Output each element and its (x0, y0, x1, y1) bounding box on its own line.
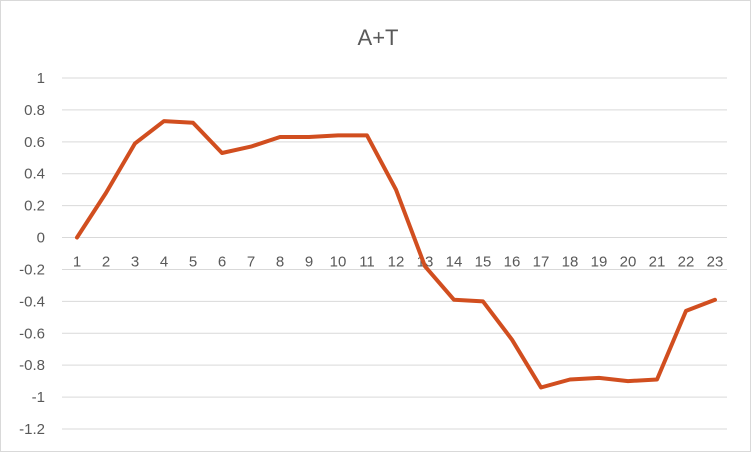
y-tick-label: -1 (32, 389, 45, 406)
x-tick-label: 12 (388, 254, 405, 271)
x-tick-label: 10 (330, 254, 347, 271)
x-tick-label: 1 (73, 254, 81, 271)
y-axis-ticks: 1 0.8 0.6 0.4 0.2 0 -0.2 -0.4 -0.6 -0.8 -1 -1.2 (19, 70, 45, 438)
x-tick-label: 9 (305, 254, 313, 271)
x-tick-label: 6 (218, 254, 226, 271)
x-tick-label: 8 (276, 254, 284, 271)
x-tick-label: 4 (160, 254, 168, 271)
y-tick-label: 1 (37, 70, 45, 87)
x-tick-label: 21 (649, 254, 666, 271)
chart-title: A+T (358, 25, 399, 50)
y-tick-label: -0.2 (19, 261, 45, 278)
x-tick-label: 5 (189, 254, 197, 271)
y-tick-label: 0.6 (24, 134, 45, 151)
y-tick-label: 0.4 (24, 166, 45, 183)
x-axis-ticks: 1 2 3 4 5 6 7 8 9 10 11 12 13 14 15 16 17 18 19 20 21 22 23 (73, 254, 724, 271)
series-line (75, 119, 717, 390)
x-tick-label: 20 (620, 254, 637, 271)
x-tick-label: 16 (504, 254, 521, 271)
x-tick-label: 15 (475, 254, 492, 271)
y-tick-label: 0.8 (24, 102, 45, 119)
x-tick-label: 7 (247, 254, 255, 271)
y-tick-label: -0.6 (19, 325, 45, 342)
x-tick-label: 22 (678, 254, 695, 271)
gridlines (62, 77, 727, 430)
x-tick-label: 23 (707, 254, 724, 271)
x-tick-label: 11 (359, 254, 375, 271)
x-tick-label: 18 (562, 254, 579, 271)
x-tick-label: 19 (591, 254, 608, 271)
y-tick-label: 0 (37, 230, 45, 247)
y-tick-label: -0.8 (19, 357, 45, 374)
x-tick-label: 2 (102, 254, 110, 271)
y-tick-label: 0.2 (24, 198, 45, 215)
y-tick-label: -1.2 (19, 421, 45, 438)
x-tick-label: 3 (131, 254, 139, 271)
x-tick-label: 17 (533, 254, 550, 271)
x-tick-label: 14 (446, 254, 463, 271)
y-tick-label: -0.4 (19, 293, 45, 310)
